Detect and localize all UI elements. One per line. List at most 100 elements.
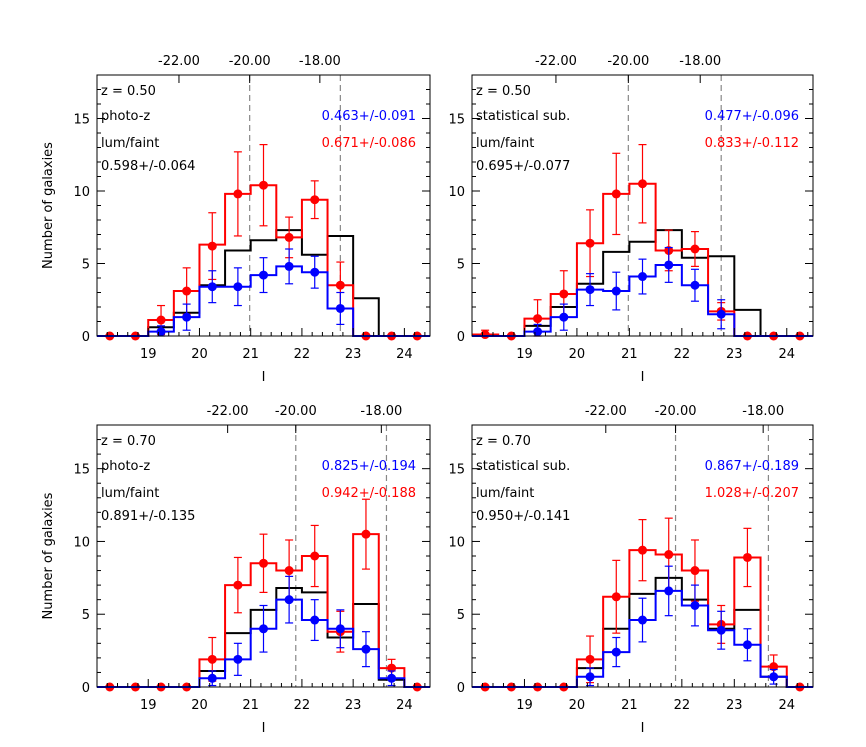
ratio-faint: 0.671+/-0.086 — [322, 136, 416, 151]
x-tick-label: 19 — [516, 698, 533, 713]
data-point-blue — [716, 309, 726, 319]
x-tick-label: 23 — [345, 698, 362, 713]
x-axis-label: I — [262, 721, 266, 736]
y-tick-label: 15 — [73, 463, 90, 478]
data-point-red — [207, 654, 217, 664]
top-tick-label: -20.00 — [229, 54, 271, 69]
ratio-faint: 0.833+/-0.112 — [705, 136, 799, 151]
ratio-all: 0.950+/-0.141 — [476, 509, 570, 524]
y-tick-label: 0 — [457, 681, 465, 696]
top-tick-label: -18.00 — [742, 404, 784, 419]
y-tick-label: 5 — [457, 608, 465, 623]
x-axis-label: I — [641, 370, 645, 385]
redshift-label: z = 0.50 — [101, 84, 156, 99]
ratio-bright: 0.867+/-0.189 — [705, 459, 799, 474]
data-point-red — [284, 566, 294, 576]
x-tick-label: 21 — [621, 698, 638, 713]
data-point-blue — [259, 270, 268, 280]
data-point-red — [611, 592, 621, 602]
data-point-red — [690, 244, 700, 254]
redshift-label: z = 0.50 — [476, 84, 531, 99]
data-point-red — [559, 289, 569, 299]
data-point-red — [259, 180, 268, 190]
data-point-blue — [284, 595, 294, 605]
x-tick-label: 19 — [516, 347, 533, 362]
panel-bottom-right: 19 20 21 22 23 24 0 5 10 15 -22.00 -20.00 -18.00 Iz =… — [448, 404, 814, 736]
lum-faint-label: lum/faint — [476, 136, 534, 151]
ratio-bright: 0.825+/-0.194 — [322, 459, 416, 474]
data-point-red — [310, 195, 320, 205]
ratio-all: 0.598+/-0.064 — [101, 159, 195, 174]
top-tick-label: -18.00 — [299, 54, 341, 69]
data-point-red — [233, 580, 243, 590]
x-tick-label: 20 — [191, 698, 208, 713]
ratio-faint: 1.028+/-0.207 — [705, 486, 799, 501]
y-tick-label: 10 — [448, 185, 465, 200]
ratio-bright: 0.463+/-0.091 — [322, 109, 416, 124]
series-black-step — [97, 229, 430, 337]
data-point-blue — [611, 286, 621, 296]
data-point-red — [182, 286, 192, 296]
data-point-red — [259, 558, 268, 568]
y-tick-label: 5 — [457, 258, 465, 273]
data-point-red — [690, 566, 700, 576]
series-black-step — [472, 229, 813, 337]
x-tick-label: 22 — [294, 347, 311, 362]
data-point-blue — [207, 673, 217, 683]
redshift-label: z = 0.70 — [101, 434, 156, 449]
data-point-blue — [310, 267, 320, 277]
top-tick-label: -22.00 — [535, 54, 577, 69]
data-point-blue — [559, 312, 569, 322]
y-tick-label: 5 — [82, 608, 90, 623]
method-label: photo-z — [101, 459, 150, 474]
method-label: statistical sub. — [476, 459, 570, 474]
x-tick-label: 21 — [621, 347, 638, 362]
data-point-blue — [533, 327, 543, 337]
redshift-label: z = 0.70 — [476, 434, 531, 449]
x-tick-label: 19 — [140, 347, 157, 362]
x-tick-label: 21 — [242, 698, 259, 713]
top-tick-label: -22.00 — [158, 54, 200, 69]
y-tick-label: 15 — [73, 113, 90, 128]
data-point-red — [233, 189, 243, 199]
method-label: photo-z — [101, 109, 150, 124]
data-point-red — [387, 663, 397, 673]
y-tick-label: 10 — [73, 185, 90, 200]
data-point-blue — [387, 673, 397, 683]
top-tick-label: -20.00 — [655, 404, 697, 419]
data-point-red — [585, 238, 595, 248]
x-tick-label: 24 — [396, 347, 413, 362]
lum-faint-label: lum/faint — [101, 136, 159, 151]
method-label: statistical sub. — [476, 109, 570, 124]
top-tick-label: -18.00 — [360, 404, 402, 419]
top-tick-label: -20.00 — [607, 54, 649, 69]
x-tick-label: 19 — [140, 698, 157, 713]
x-axis-label: I — [262, 370, 266, 385]
y-tick-label: 15 — [448, 463, 465, 478]
data-point-red — [742, 552, 752, 562]
data-point-red — [335, 280, 345, 290]
x-tick-label: 23 — [345, 347, 362, 362]
y-tick-label: 0 — [457, 330, 465, 345]
data-point-blue — [611, 647, 621, 657]
x-tick-label: 20 — [569, 347, 586, 362]
x-tick-label: 22 — [674, 347, 691, 362]
data-point-red — [638, 545, 647, 555]
x-tick-label: 23 — [726, 347, 743, 362]
data-point-blue — [259, 624, 268, 634]
y-tick-label: 5 — [82, 258, 90, 273]
data-point-blue — [233, 654, 243, 664]
data-point-blue — [690, 600, 700, 610]
top-tick-label: -20.00 — [275, 404, 317, 419]
y-tick-label: 0 — [82, 681, 90, 696]
data-point-blue — [335, 624, 345, 634]
x-tick-label: 22 — [294, 698, 311, 713]
data-point-red — [638, 179, 647, 189]
x-tick-label: 20 — [191, 347, 208, 362]
data-point-blue — [638, 615, 647, 625]
data-point-blue — [361, 644, 371, 654]
top-tick-label: -22.00 — [585, 404, 627, 419]
lum-faint-label: lum/faint — [476, 486, 534, 501]
top-tick-label: -22.00 — [207, 404, 249, 419]
x-tick-label: 21 — [242, 347, 259, 362]
